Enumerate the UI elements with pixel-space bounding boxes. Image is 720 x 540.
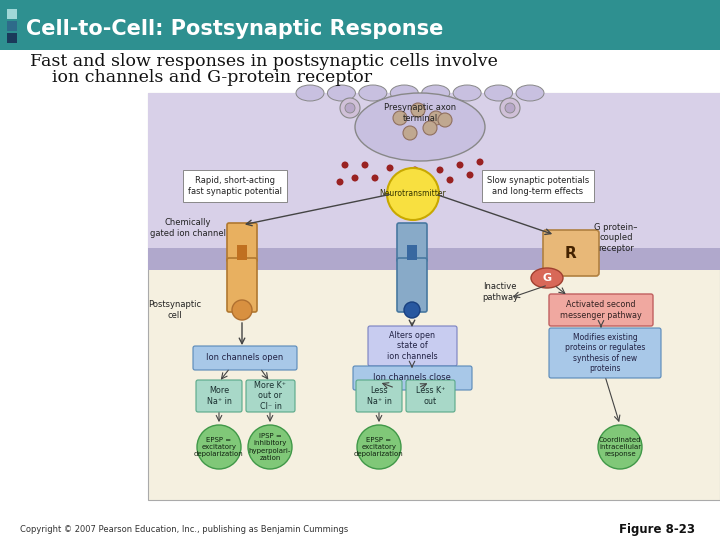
Text: Alters open
state of
ion channels: Alters open state of ion channels xyxy=(387,331,437,361)
FancyBboxPatch shape xyxy=(148,93,720,500)
FancyBboxPatch shape xyxy=(7,33,17,43)
Circle shape xyxy=(361,161,369,168)
Ellipse shape xyxy=(516,85,544,101)
Text: Activated second
messenger pathway: Activated second messenger pathway xyxy=(560,300,642,320)
FancyBboxPatch shape xyxy=(246,380,295,412)
Circle shape xyxy=(505,103,515,113)
Text: Ion channels close: Ion channels close xyxy=(373,374,451,382)
FancyBboxPatch shape xyxy=(183,170,287,202)
Text: G: G xyxy=(542,273,552,283)
Circle shape xyxy=(197,425,241,469)
Circle shape xyxy=(404,302,420,318)
Ellipse shape xyxy=(485,85,513,101)
FancyBboxPatch shape xyxy=(549,328,661,378)
FancyBboxPatch shape xyxy=(353,366,472,390)
Circle shape xyxy=(340,98,360,118)
Circle shape xyxy=(446,177,454,184)
FancyBboxPatch shape xyxy=(148,93,720,258)
Circle shape xyxy=(351,174,359,181)
Circle shape xyxy=(341,161,348,168)
Text: R: R xyxy=(565,246,577,260)
Text: Less
Na⁺ in: Less Na⁺ in xyxy=(366,386,392,406)
FancyBboxPatch shape xyxy=(227,258,257,312)
Circle shape xyxy=(412,166,418,173)
Circle shape xyxy=(357,425,401,469)
Circle shape xyxy=(477,159,484,165)
Ellipse shape xyxy=(422,85,450,101)
Text: EPSP =
excitatory
depolarization: EPSP = excitatory depolarization xyxy=(354,437,404,457)
FancyBboxPatch shape xyxy=(397,258,427,312)
Circle shape xyxy=(403,126,417,140)
Ellipse shape xyxy=(531,268,563,288)
FancyBboxPatch shape xyxy=(237,245,247,260)
FancyBboxPatch shape xyxy=(7,21,17,31)
FancyBboxPatch shape xyxy=(0,0,720,50)
Circle shape xyxy=(232,300,252,320)
Circle shape xyxy=(411,103,425,117)
Text: G protein–
coupled
receptor: G protein– coupled receptor xyxy=(594,223,638,253)
Ellipse shape xyxy=(355,93,485,161)
FancyBboxPatch shape xyxy=(368,326,457,366)
Text: Fast and slow responses in postsynaptic cells involve: Fast and slow responses in postsynaptic … xyxy=(30,53,498,71)
Circle shape xyxy=(429,111,443,125)
FancyBboxPatch shape xyxy=(356,380,402,412)
Text: Cell-to-Cell: Postsynaptic Response: Cell-to-Cell: Postsynaptic Response xyxy=(26,19,444,39)
Circle shape xyxy=(345,103,355,113)
FancyBboxPatch shape xyxy=(543,230,599,276)
Circle shape xyxy=(336,179,343,186)
Circle shape xyxy=(423,121,437,135)
Circle shape xyxy=(397,177,403,184)
Circle shape xyxy=(393,111,407,125)
Ellipse shape xyxy=(453,85,481,101)
FancyBboxPatch shape xyxy=(397,223,427,262)
Circle shape xyxy=(598,425,642,469)
Text: Figure 8-23: Figure 8-23 xyxy=(619,523,695,537)
Text: ion channels and G-protein receptor: ion channels and G-protein receptor xyxy=(30,70,372,86)
Circle shape xyxy=(387,165,394,172)
Text: Coordinated
intracellular
response: Coordinated intracellular response xyxy=(599,437,642,457)
FancyBboxPatch shape xyxy=(196,380,242,412)
FancyBboxPatch shape xyxy=(193,346,297,370)
Text: Neurotransmitter: Neurotransmitter xyxy=(379,190,446,199)
FancyBboxPatch shape xyxy=(549,294,653,326)
Text: More
Na⁺ in: More Na⁺ in xyxy=(207,386,231,406)
Text: Ion channels open: Ion channels open xyxy=(207,354,284,362)
FancyBboxPatch shape xyxy=(227,223,257,262)
Circle shape xyxy=(467,172,474,179)
FancyBboxPatch shape xyxy=(148,248,720,270)
Circle shape xyxy=(500,98,520,118)
Circle shape xyxy=(421,179,428,186)
Text: EPSP =
excitatory
depolarization: EPSP = excitatory depolarization xyxy=(194,437,244,457)
Text: Postsynaptic
cell: Postsynaptic cell xyxy=(148,300,202,320)
Text: Slow synaptic potentials
and long-term effects: Slow synaptic potentials and long-term e… xyxy=(487,176,589,195)
Circle shape xyxy=(438,113,452,127)
Ellipse shape xyxy=(296,85,324,101)
Text: Chemically
gated ion channel: Chemically gated ion channel xyxy=(150,218,226,238)
Circle shape xyxy=(456,161,464,168)
Text: Rapid, short-acting
fast synaptic potential: Rapid, short-acting fast synaptic potent… xyxy=(188,176,282,195)
Text: Modifies existing
proteins or regulates
synthesis of new
proteins: Modifies existing proteins or regulates … xyxy=(564,333,645,373)
Circle shape xyxy=(248,425,292,469)
Text: Inactive
pathway: Inactive pathway xyxy=(482,282,518,302)
Ellipse shape xyxy=(328,85,356,101)
FancyBboxPatch shape xyxy=(7,9,17,19)
Ellipse shape xyxy=(390,85,418,101)
Text: Less K⁺
out: Less K⁺ out xyxy=(416,386,445,406)
FancyBboxPatch shape xyxy=(482,170,594,202)
Text: Presynaptic axon
terminal: Presynaptic axon terminal xyxy=(384,103,456,123)
Text: IPSP =
inhibitory
hyperpolari-
zation: IPSP = inhibitory hyperpolari- zation xyxy=(249,434,291,461)
Circle shape xyxy=(387,168,439,220)
FancyBboxPatch shape xyxy=(406,380,455,412)
Circle shape xyxy=(372,174,379,181)
Circle shape xyxy=(436,166,444,173)
Text: More K⁺
out or
Cl⁻ in: More K⁺ out or Cl⁻ in xyxy=(254,381,287,411)
Text: Copyright © 2007 Pearson Education, Inc., publishing as Benjamin Cummings: Copyright © 2007 Pearson Education, Inc.… xyxy=(20,525,348,535)
FancyBboxPatch shape xyxy=(407,245,417,260)
Ellipse shape xyxy=(359,85,387,101)
